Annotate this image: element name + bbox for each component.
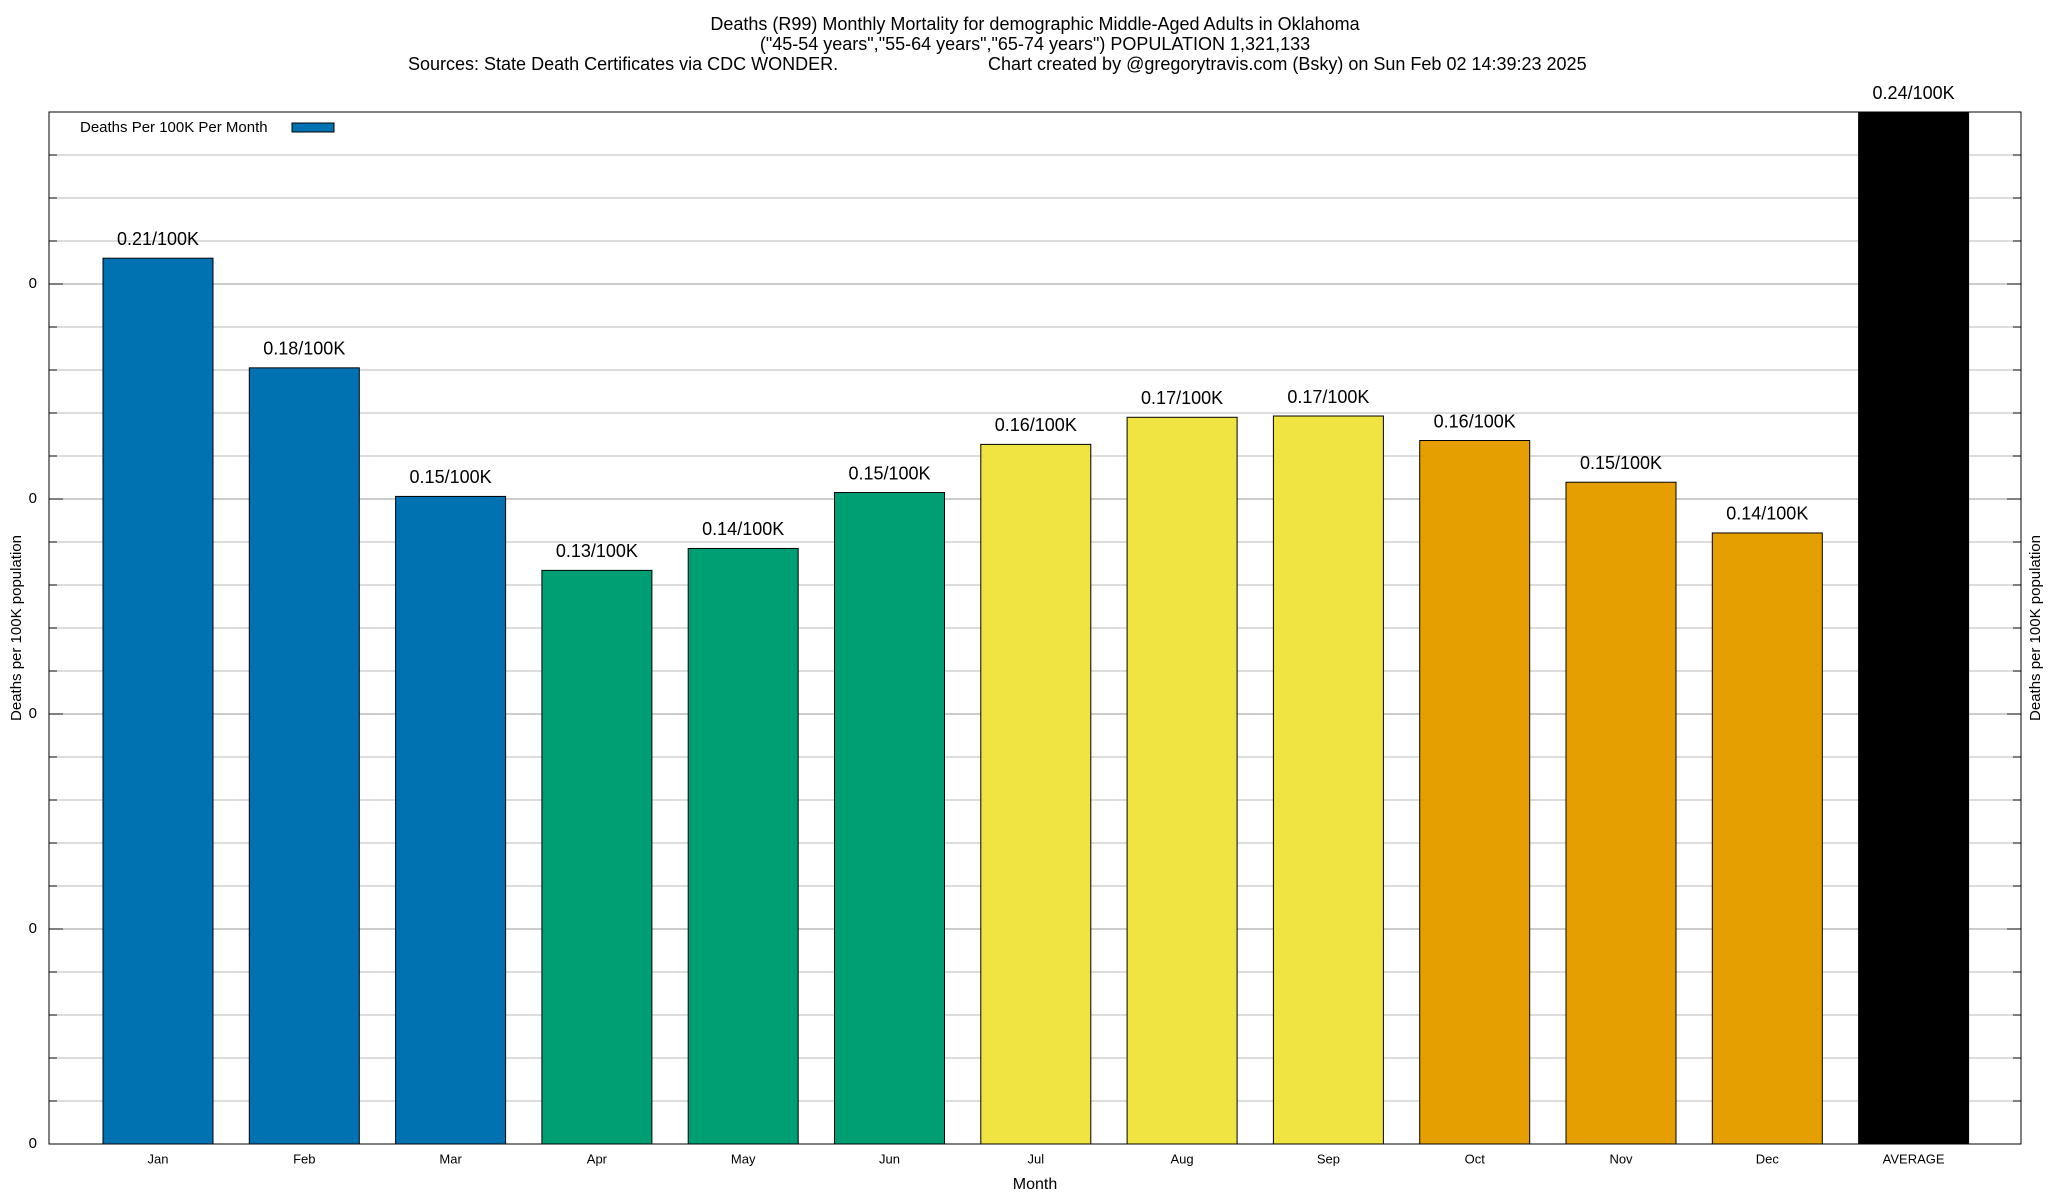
x-tick-label: Jun (879, 1151, 900, 1166)
x-axis-label: Month (1013, 1176, 1057, 1193)
bar (248, 367, 360, 1145)
x-tick-label: May (731, 1151, 756, 1166)
value-label: 0.15/100K (410, 467, 492, 487)
legend-swatch (291, 122, 335, 133)
x-tick-label: Sep (1317, 1151, 1340, 1166)
value-label: 0.24/100K (1873, 83, 1955, 103)
x-tick-label: Aug (1171, 1151, 1194, 1166)
value-label: 0.16/100K (1434, 411, 1516, 431)
x-tick-label: Jul (1027, 1151, 1044, 1166)
bar (1858, 111, 1970, 1145)
bar (980, 443, 1092, 1145)
y-axis-label: Deaths per 100K population (8, 535, 25, 721)
chart-title: Deaths (R99) Monthly Mortality for demog… (710, 14, 1360, 34)
value-label: 0.14/100K (1726, 504, 1808, 524)
x-tick-label: Nov (1609, 1151, 1633, 1166)
y-tick-label: 0 (29, 1135, 37, 1152)
bar (687, 547, 799, 1145)
bar (102, 257, 214, 1145)
bar (1419, 440, 1531, 1145)
x-tick-label: AVERAGE (1883, 1151, 1945, 1166)
plot-frame (48, 111, 2022, 1145)
x-tick-label: Oct (1465, 1151, 1486, 1166)
bar (1711, 532, 1823, 1145)
y-tick-label: 0 (29, 705, 37, 722)
value-label: 0.15/100K (848, 463, 930, 483)
y-tick-label: 0 (29, 920, 37, 937)
credit: Chart created by @gregorytravis.com (Bsk… (988, 54, 1587, 74)
bar (834, 492, 945, 1145)
bar (1272, 415, 1384, 1145)
value-label: 0.15/100K (1580, 453, 1662, 473)
bar (1126, 416, 1238, 1145)
x-tick-label: Apr (587, 1151, 608, 1166)
bar (395, 495, 507, 1145)
bar (1565, 481, 1677, 1145)
source: Sources: State Death Certificates via CD… (408, 54, 838, 74)
value-label: 0.14/100K (702, 519, 784, 539)
value-label: 0.17/100K (1141, 388, 1223, 408)
bar (541, 569, 653, 1145)
x-tick-label: Feb (293, 1151, 315, 1166)
value-label: 0.21/100K (117, 229, 199, 249)
x-tick-label: Jan (148, 1151, 169, 1166)
y-tick-label: 0 (29, 275, 37, 292)
y2-axis-label: Deaths per 100K population (2027, 535, 2044, 721)
x-tick-label: Dec (1756, 1151, 1780, 1166)
value-label: 0.17/100K (1287, 387, 1369, 407)
value-label: 0.18/100K (263, 339, 345, 359)
legend-label: Deaths Per 100K Per Month (80, 119, 268, 136)
y-tick-label: 0 (29, 490, 37, 507)
chart-subtitle: ("45-54 years","55-64 years","65-74 year… (760, 34, 1310, 54)
x-tick-label: Mar (439, 1151, 462, 1166)
value-label: 0.16/100K (995, 415, 1077, 435)
value-label: 0.13/100K (556, 541, 638, 561)
